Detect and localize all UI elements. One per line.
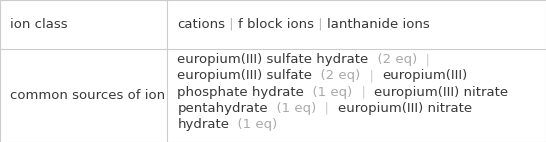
Text: (2 eq): (2 eq) [369,53,417,66]
Text: f block ions: f block ions [238,18,314,31]
Text: |: | [417,53,430,66]
Text: europium(III) nitrate: europium(III) nitrate [374,85,508,99]
Text: europium(III): europium(III) [382,69,467,82]
Text: (2 eq): (2 eq) [312,69,361,82]
Text: ion class: ion class [10,18,68,31]
Text: phosphate hydrate: phosphate hydrate [177,85,304,99]
Text: |: | [316,102,337,115]
Text: |: | [361,69,382,82]
Text: |: | [314,18,327,31]
Text: pentahydrate: pentahydrate [177,102,268,115]
Text: europium(III) nitrate: europium(III) nitrate [337,102,472,115]
Text: (1 eq): (1 eq) [268,102,316,115]
Text: common sources of ion: common sources of ion [10,89,165,102]
Text: (1 eq): (1 eq) [304,85,353,99]
Text: europium(III) sulfate: europium(III) sulfate [177,69,312,82]
Text: lanthanide ions: lanthanide ions [327,18,430,31]
Text: hydrate: hydrate [177,118,229,131]
Text: (1 eq): (1 eq) [229,118,278,131]
Text: |: | [353,85,374,99]
Text: europium(III) sulfate hydrate: europium(III) sulfate hydrate [177,53,369,66]
Text: cations: cations [177,18,225,31]
Text: |: | [225,18,238,31]
